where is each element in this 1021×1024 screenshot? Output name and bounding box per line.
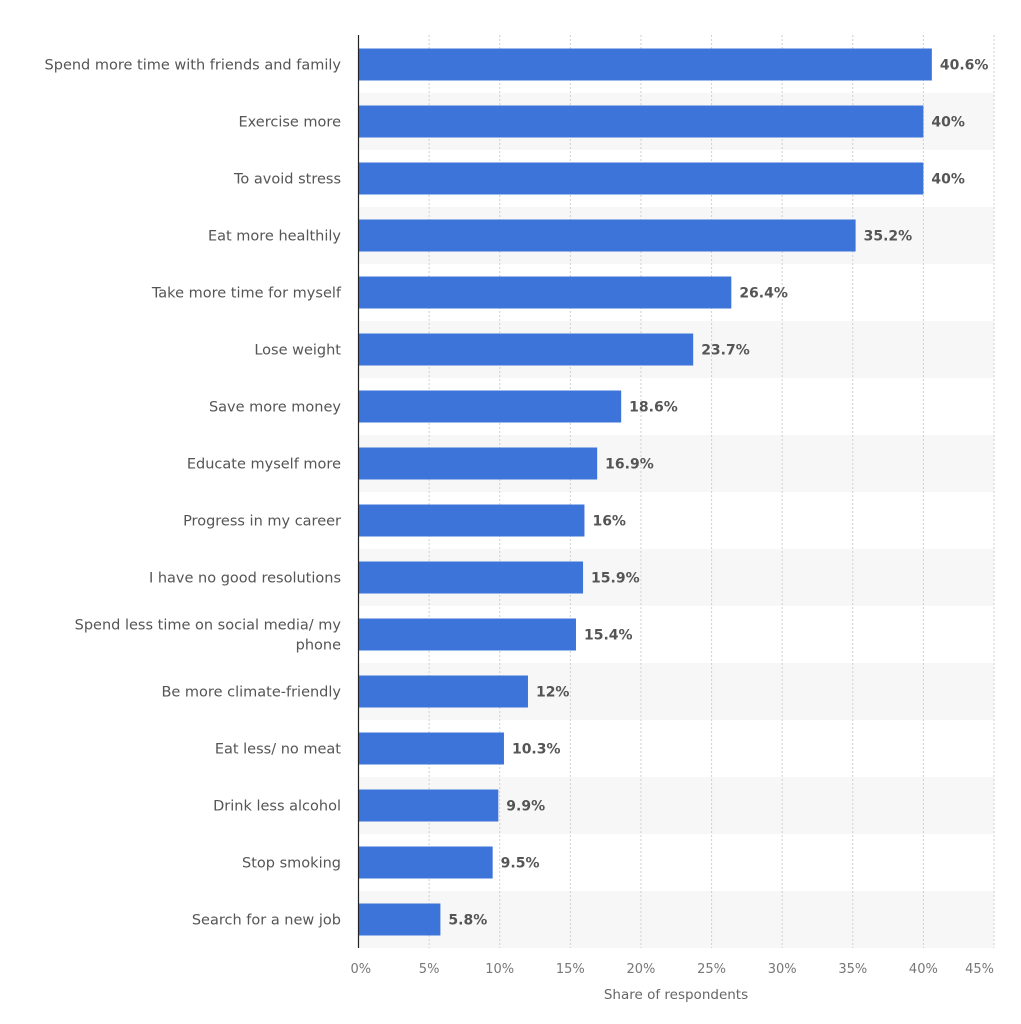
value-label: 12% [536, 685, 570, 701]
category-label-line: Be more climate-friendly [161, 685, 341, 701]
category-label-line: Exercise more [238, 115, 341, 131]
bar [358, 732, 504, 765]
category-label: Exercise more [238, 115, 341, 131]
bar [358, 48, 932, 81]
category-label: Drink less alcohol [213, 799, 341, 815]
category-label-line: phone [296, 638, 341, 654]
x-tick-label: 45% [965, 962, 994, 977]
category-label-line: Lose weight [254, 343, 341, 359]
bar [358, 162, 924, 195]
x-tick-label: 25% [697, 962, 726, 977]
bar [358, 561, 584, 594]
value-label: 15.9% [591, 571, 640, 587]
row-band [358, 891, 994, 948]
value-label: 35.2% [864, 229, 913, 245]
category-label: Search for a new job [192, 913, 341, 929]
category-label: Eat more healthily [208, 229, 341, 245]
category-label-line: Stop smoking [242, 856, 341, 872]
category-label: Lose weight [254, 343, 341, 359]
category-label-line: Drink less alcohol [213, 799, 341, 815]
x-tick-label: 0% [351, 962, 372, 977]
value-label: 18.6% [629, 400, 678, 416]
category-label: Take more time for myself [151, 286, 342, 302]
category-labels: Spend more time with friends and family E… [45, 58, 342, 929]
value-label: 5.8% [448, 913, 487, 929]
x-tick-label: 15% [556, 962, 585, 977]
value-label: 40.6% [940, 58, 989, 74]
x-tick-label: 35% [838, 962, 867, 977]
bar [358, 105, 924, 138]
bar [358, 219, 856, 252]
value-label: 9.5% [501, 856, 540, 872]
value-label: 16.9% [605, 457, 654, 473]
category-label-line: Spend more time with friends and family [45, 58, 342, 74]
value-label: 9.9% [506, 799, 545, 815]
category-label-line: Eat more healthily [208, 229, 341, 245]
value-label: 10.3% [512, 742, 561, 758]
category-label: To avoid stress [233, 172, 341, 188]
x-tick-label: 30% [768, 962, 797, 977]
category-label: Spend less time on social media/ my phone [75, 618, 342, 654]
category-label-line: Eat less/ no meat [215, 742, 341, 758]
value-label: 40% [931, 172, 965, 188]
bar [358, 504, 585, 537]
value-label: 26.4% [739, 286, 788, 302]
category-label-line: Take more time for myself [151, 286, 342, 302]
category-label: Stop smoking [242, 856, 341, 872]
bar [358, 333, 694, 366]
category-label: Eat less/ no meat [215, 742, 341, 758]
category-label-line: Progress in my career [183, 514, 341, 530]
category-label: Spend more time with friends and family [45, 58, 342, 74]
x-tick-label: 5% [419, 962, 440, 977]
bar [358, 789, 499, 822]
x-tick-labels: 0% 5% 10% 15% 20% 25% 30% 35% 40% 45% [351, 962, 995, 977]
category-label-line: To avoid stress [233, 172, 341, 188]
x-axis-label: Share of respondents [604, 987, 748, 1003]
category-label-line: Save more money [209, 400, 341, 416]
category-label: Educate myself more [187, 457, 341, 473]
bar [358, 675, 528, 708]
value-label: 15.4% [584, 628, 633, 644]
category-label: Save more money [209, 400, 341, 416]
category-label: Be more climate-friendly [161, 685, 341, 701]
x-tick-label: 40% [909, 962, 938, 977]
value-label: 40% [931, 115, 965, 131]
category-label: Progress in my career [183, 514, 341, 530]
bar [358, 846, 493, 879]
bars [358, 48, 932, 936]
category-label-line: Search for a new job [192, 913, 341, 929]
category-label-line: Educate myself more [187, 457, 341, 473]
bar [358, 447, 598, 480]
value-label: 23.7% [701, 343, 750, 359]
value-labels: 40.6% 40% 40% 35.2% 26.4% 23.7% 18.6% 16.9% 16% 1… [448, 58, 988, 929]
bar [358, 390, 622, 423]
category-label-line: I have no good resolutions [149, 571, 341, 587]
x-tick-label: 20% [626, 962, 655, 977]
category-label: I have no good resolutions [149, 571, 341, 587]
bar [358, 903, 441, 936]
bar [358, 276, 732, 309]
bar [358, 618, 576, 651]
x-tick-label: 10% [485, 962, 514, 977]
category-label-line: Spend less time on social media/ my [75, 618, 342, 634]
value-label: 16% [592, 514, 626, 530]
